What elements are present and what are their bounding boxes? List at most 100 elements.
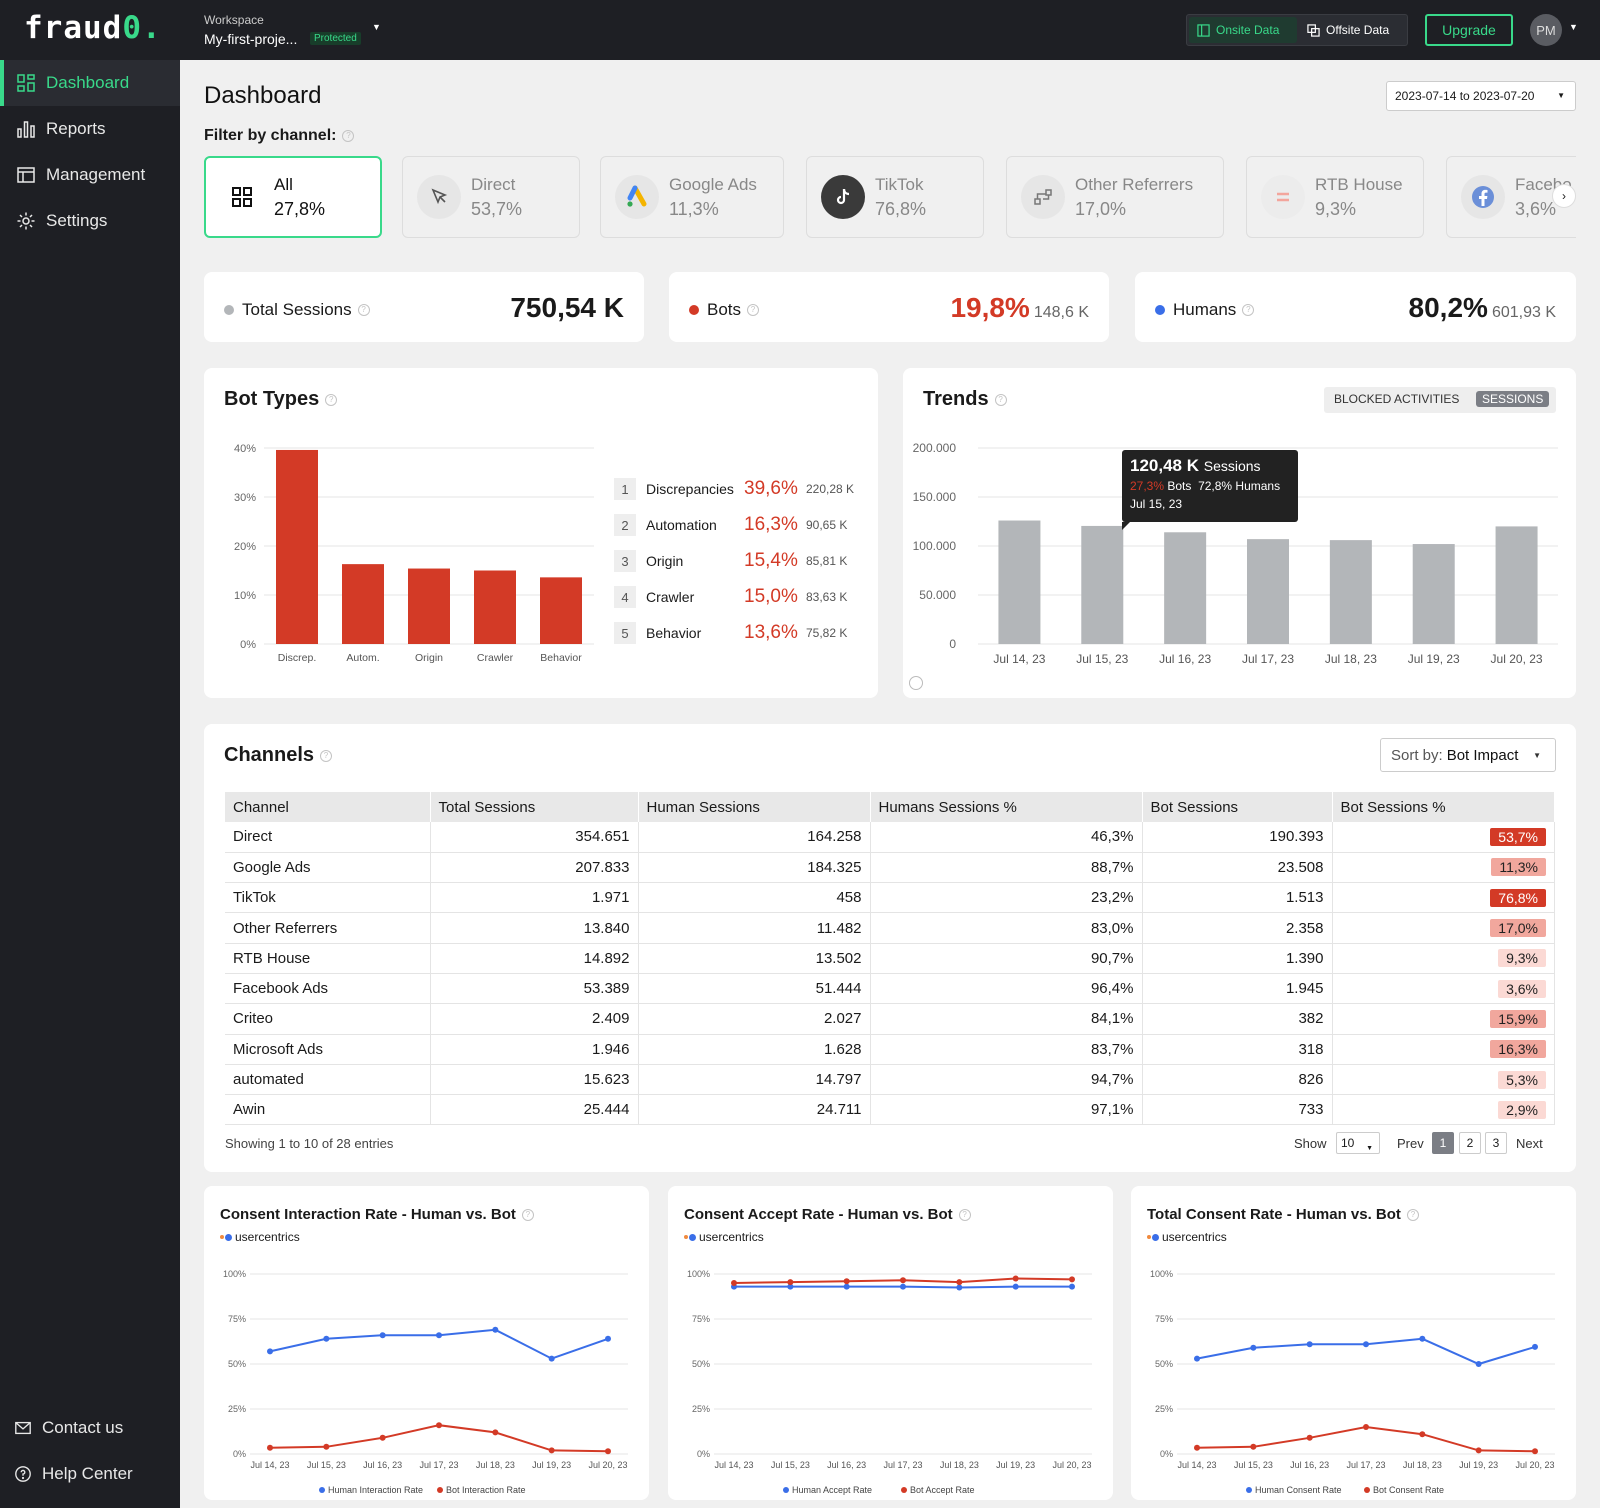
table-row[interactable]: Awin 25.444 24.711 97,1% 733 2,9% — [225, 1094, 1555, 1126]
panel-icon — [1197, 23, 1210, 37]
table-row[interactable]: TikTok 1.971 458 23,2% 1.513 76,8% — [225, 882, 1555, 914]
y-tick-label: 50% — [1155, 1359, 1173, 1369]
bar — [1412, 544, 1455, 644]
column-header[interactable]: Bot Sessions — [1142, 792, 1333, 822]
onsite-data-button[interactable]: Onsite Data — [1189, 17, 1297, 43]
table-row[interactable]: Microsoft Ads 1.946 1.628 83,7% 318 16,3% — [225, 1034, 1555, 1065]
bot-type-row: 4 Crawler 15,0% 83,63 K — [614, 586, 847, 608]
column-header[interactable]: Bot Sessions % — [1332, 792, 1555, 822]
legend-marker — [437, 1487, 443, 1493]
bar — [998, 520, 1041, 644]
prev-button[interactable]: Prev — [1397, 1136, 1424, 1151]
help-icon[interactable]: ? — [325, 393, 338, 406]
x-tick-label: Jul 15, 23 — [771, 1460, 810, 1470]
help-icon[interactable]: ? — [1406, 1209, 1419, 1222]
table-cell: 184.325 — [638, 852, 871, 884]
logo[interactable]: fraud0. — [24, 10, 162, 46]
avatar[interactable]: PM — [1530, 14, 1562, 46]
table-cell: 9,3% — [1332, 943, 1555, 974]
sidebar-item-reports[interactable]: Reports — [0, 106, 180, 152]
channel-card-rtb-house[interactable]: RTB House 9,3% — [1246, 156, 1424, 238]
help-icon[interactable]: ? — [521, 1209, 534, 1222]
table-row[interactable]: Criteo 2.409 2.027 84,1% 382 15,9% — [225, 1003, 1555, 1035]
layout-icon — [17, 167, 35, 183]
help-icon[interactable]: ? — [994, 393, 1007, 406]
table-cell: 13.840 — [430, 912, 639, 944]
sort-by-select[interactable]: Sort by: Bot Impact ▼ — [1380, 738, 1556, 772]
channel-card-other-referrers[interactable]: Other Referrers 17,0% — [1006, 156, 1224, 238]
channel-card-all[interactable]: All 27,8% — [204, 156, 382, 238]
bot-pct-badge: 16,3% — [1490, 1040, 1546, 1059]
bot-type-row: 1 Discrepancies 39,6% 220,28 K — [614, 478, 854, 500]
channel-card-google-ads[interactable]: Google Ads 11,3% — [600, 156, 784, 238]
table-row[interactable]: Facebook Ads 53.389 51.444 96,4% 1.945 3,6% — [225, 973, 1555, 1005]
workspace-selector[interactable]: My-first-proje... — [204, 31, 298, 47]
help-icon[interactable]: ? — [747, 304, 760, 316]
upgrade-button[interactable]: Upgrade — [1425, 14, 1513, 46]
x-tick-label: Behavior — [540, 652, 582, 664]
next-button[interactable]: Next — [1516, 1136, 1543, 1151]
blocked-activities-tab[interactable]: BLOCKED ACTIVITIES — [1334, 392, 1460, 406]
contact-us-link[interactable]: Contact us — [14, 1418, 123, 1438]
humans-card: Humans? 80,2% 601,93 K — [1135, 272, 1576, 342]
date-range-picker[interactable]: 2023-07-14 to 2023-07-20 ▼ — [1386, 81, 1576, 111]
page-title: Dashboard — [204, 82, 322, 109]
bot-type-row: 3 Origin 15,4% 85,81 K — [614, 550, 847, 572]
help-center-link[interactable]: Help Center — [14, 1464, 133, 1484]
channel-card-tiktok[interactable]: TikTok 76,8% — [806, 156, 984, 238]
chevron-right-icon[interactable]: › — [1552, 184, 1576, 208]
channel-card-direct[interactable]: Direct 53,7% — [402, 156, 580, 238]
offsite-data-button[interactable]: Offsite Data — [1299, 17, 1407, 43]
bot-types-chart: 0% 10% 20% 30% 40% Discrep. Autom. Origin Crawle… — [234, 443, 594, 664]
help-icon[interactable]: ? — [342, 129, 355, 142]
sidebar-item-settings[interactable]: Settings — [0, 198, 180, 244]
help-icon[interactable]: ? — [357, 304, 370, 316]
table-cell: 53,7% — [1332, 822, 1555, 853]
x-tick-label: Jul 17, 23 — [883, 1460, 922, 1470]
sidebar-item-dashboard[interactable]: Dashboard — [0, 60, 180, 106]
page-size-select[interactable]: 10 ▼ — [1336, 1132, 1380, 1154]
bar — [1081, 525, 1124, 644]
column-header[interactable]: Human Sessions — [638, 792, 871, 822]
page-button[interactable]: 1 — [1432, 1132, 1454, 1154]
channel-pct: 3,6% — [1515, 198, 1557, 219]
table-row[interactable]: automated 15.623 14.797 94,7% 826 5,3% — [225, 1064, 1555, 1096]
x-tick-label: Jul 14, 23 — [993, 652, 1045, 666]
column-header[interactable]: Channel — [225, 792, 431, 822]
table-row[interactable]: Other Referrers 13.840 11.482 83,0% 2.358 17,… — [225, 912, 1555, 944]
table-cell: 15.623 — [430, 1064, 639, 1096]
contact-us-label: Contact us — [42, 1418, 124, 1437]
legend-marker — [1364, 1487, 1370, 1493]
help-icon[interactable]: ? — [1242, 304, 1255, 316]
table-cell: Direct — [225, 822, 431, 853]
rtb-house-icon — [1261, 175, 1305, 219]
help-icon[interactable]: ? — [958, 1209, 971, 1222]
bot-types-title: Bot Types? — [224, 388, 338, 411]
chevron-down-icon[interactable]: ▼ — [1569, 22, 1578, 32]
consent-accept-card: Consent Accept Rate - Human vs. Bot? use… — [668, 1186, 1113, 1500]
data-point — [900, 1283, 906, 1290]
data-point — [267, 1348, 273, 1355]
help-icon[interactable]: ? — [320, 749, 333, 762]
usercentrics-logo: usercentrics — [684, 1230, 764, 1244]
table-row[interactable]: RTB House 14.892 13.502 90,7% 1.390 9,3% — [225, 943, 1555, 974]
data-point — [323, 1335, 330, 1342]
y-tick-label: 100% — [1150, 1269, 1173, 1279]
table-row[interactable]: Google Ads 207.833 184.325 88,7% 23.508 11,3% — [225, 852, 1555, 884]
bot-pct-badge: 5,3% — [1498, 1070, 1546, 1089]
column-header[interactable]: Humans Sessions % — [870, 792, 1143, 822]
chevron-down-icon: ▼ — [1557, 91, 1565, 100]
bot-pct-badge: 76,8% — [1490, 888, 1546, 907]
bar-chart-icon — [17, 121, 35, 138]
table-row[interactable]: Direct 354.651 164.258 46,3% 190.393 53,7% — [225, 822, 1555, 853]
chevron-down-icon[interactable]: ▼ — [372, 22, 381, 32]
table-cell: 96,4% — [870, 973, 1143, 1005]
page-button[interactable]: 2 — [1459, 1132, 1481, 1154]
sidebar-item-management[interactable]: Management — [0, 152, 180, 198]
protected-badge: Protected — [310, 32, 361, 45]
sessions-tab[interactable]: SESSIONS — [1476, 391, 1550, 407]
y-tick-label: 75% — [1155, 1314, 1173, 1324]
x-tick-label: Jul 18, 23 — [476, 1460, 515, 1470]
column-header[interactable]: Total Sessions — [430, 792, 639, 822]
page-button[interactable]: 3 — [1485, 1132, 1507, 1154]
